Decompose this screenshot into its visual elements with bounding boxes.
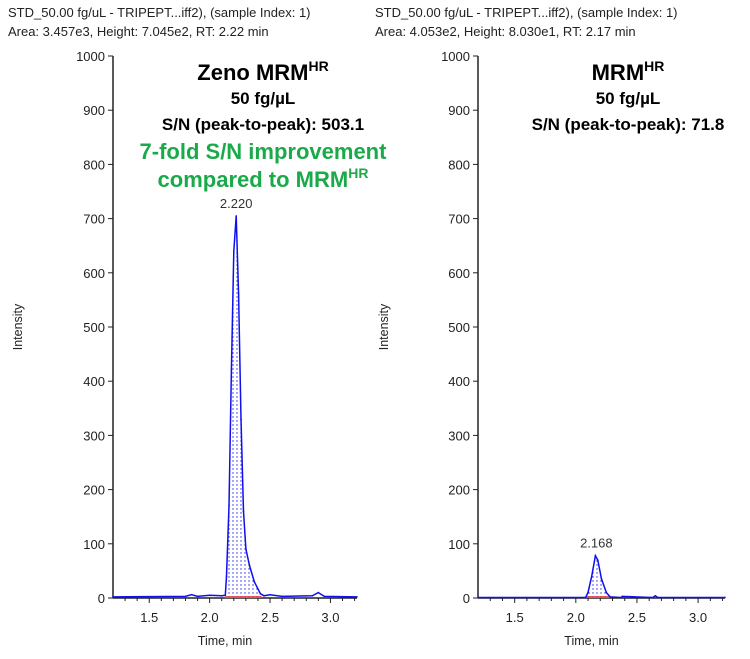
data-point	[230, 369, 233, 372]
data-point	[220, 595, 223, 597]
x-tick-label: 2.5	[628, 610, 646, 625]
y-tick-label: 0	[463, 591, 470, 606]
x-tick-label: 2.0	[201, 610, 219, 625]
y-tick-label: 600	[83, 266, 105, 281]
signal-to-noise: S/N (peak-to-peak): 71.8	[532, 115, 725, 134]
y-tick-label: 400	[83, 374, 105, 389]
data-point	[656, 596, 659, 599]
x-tick-label: 2.5	[261, 610, 279, 625]
peak-rt-label: 2.168	[580, 536, 613, 551]
y-tick-label: 900	[448, 103, 470, 118]
y-tick-label: 700	[448, 212, 470, 227]
data-point	[208, 594, 211, 597]
y-tick-label: 800	[448, 157, 470, 172]
data-point	[609, 596, 611, 598]
concentration: 50 fg/µL	[596, 89, 661, 108]
y-tick-label: 200	[83, 483, 105, 498]
y-tick-label: 100	[448, 537, 470, 552]
x-tick-label: 2.0	[567, 610, 585, 625]
y-axis-label: Intensity	[11, 303, 25, 350]
data-point	[112, 596, 114, 598]
peak-stats: Area: 3.457e3, Height: 7.045e2, RT: 2.22…	[8, 24, 269, 39]
data-point	[184, 595, 187, 598]
data-point	[248, 564, 251, 567]
data-point	[269, 593, 271, 596]
y-tick-label: 200	[448, 483, 470, 498]
peak-area-fill	[225, 215, 262, 598]
x-tick-label: 1.5	[140, 610, 158, 625]
y-tick-label: 600	[448, 266, 470, 281]
data-point	[311, 595, 314, 597]
data-point	[652, 596, 654, 599]
data-point	[240, 418, 242, 420]
y-tick-label: 100	[83, 537, 105, 552]
data-point	[597, 559, 599, 561]
panel-title: MRMHR	[592, 58, 665, 85]
data-point	[477, 596, 479, 599]
data-point	[237, 293, 240, 296]
x-tick-label: 1.5	[506, 610, 524, 625]
data-point	[605, 591, 608, 594]
sample-header: STD_50.00 fg/uL - TRIPEPT...iff2), (samp…	[8, 5, 311, 20]
x-axis-label: Time, min	[198, 634, 252, 648]
data-point	[225, 575, 228, 578]
data-point	[281, 595, 283, 598]
signal-to-noise: S/N (peak-to-peak): 503.1	[162, 115, 364, 134]
data-point	[600, 578, 603, 580]
data-point	[323, 595, 326, 598]
data-point	[621, 595, 624, 598]
data-point	[590, 575, 593, 578]
data-point	[242, 510, 245, 513]
y-tick-label: 300	[448, 428, 470, 443]
y-tick-label: 800	[83, 157, 105, 172]
data-point	[190, 593, 193, 596]
y-tick-label: 1000	[441, 49, 470, 64]
panel-zeno: STD_50.00 fg/uL - TRIPEPT...iff2), (samp…	[8, 5, 387, 648]
y-tick-label: 1000	[76, 49, 105, 64]
improvement-note-2: compared to MRMHR	[158, 165, 369, 192]
data-point	[196, 595, 199, 598]
data-point	[654, 595, 657, 597]
data-point	[620, 596, 622, 599]
x-axis-label: Time, min	[564, 634, 618, 648]
peak-stats: Area: 4.053e2, Height: 8.030e1, RT: 2.17…	[375, 24, 636, 39]
concentration: 50 fg/µL	[231, 89, 296, 108]
data-point	[317, 591, 320, 594]
panel-title: Zeno MRMHR	[197, 58, 328, 85]
data-point	[594, 554, 597, 557]
data-point	[584, 596, 587, 599]
chromatogram-trace	[112, 215, 358, 598]
y-tick-label: 500	[83, 320, 105, 335]
improvement-note: 7-fold S/N improvement	[140, 139, 388, 164]
data-point	[356, 596, 358, 598]
data-point	[245, 548, 247, 551]
data-point	[263, 595, 265, 597]
data-point	[235, 215, 238, 217]
sample-header: STD_50.00 fg/uL - TRIPEPT...iff2), (samp…	[375, 5, 678, 20]
panel-mrm: STD_50.00 fg/uL - TRIPEPT...iff2), (samp…	[375, 5, 726, 648]
data-point	[253, 580, 256, 583]
data-point	[259, 592, 262, 595]
x-tick-label: 3.0	[321, 610, 339, 625]
y-tick-label: 900	[83, 103, 105, 118]
y-tick-label: 400	[448, 374, 470, 389]
data-point	[587, 591, 589, 594]
y-tick-label: 700	[83, 212, 105, 227]
data-point	[224, 594, 227, 597]
y-axis-label: Intensity	[377, 303, 391, 350]
data-point	[228, 505, 230, 507]
y-tick-label: 300	[83, 428, 105, 443]
y-tick-label: 0	[98, 591, 105, 606]
peak-rt-label: 2.220	[220, 196, 253, 211]
data-point	[232, 250, 235, 252]
x-tick-label: 3.0	[689, 610, 707, 625]
y-tick-label: 500	[448, 320, 470, 335]
data-point	[724, 596, 726, 599]
